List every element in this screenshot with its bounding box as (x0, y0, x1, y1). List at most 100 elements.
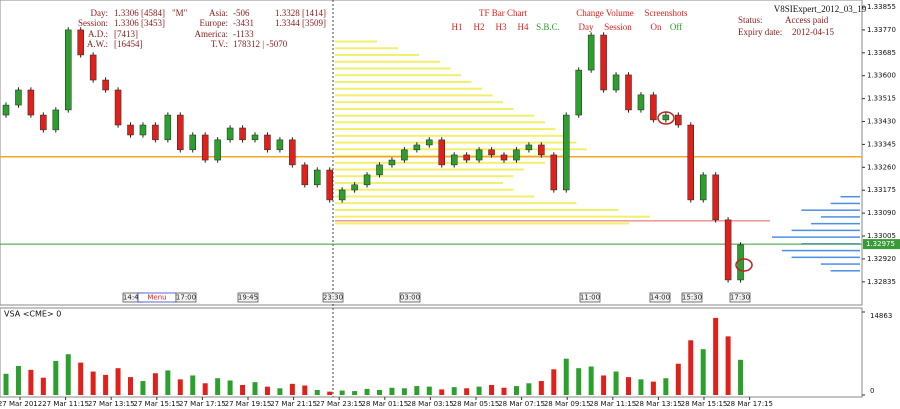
session-profile-bar (801, 209, 860, 211)
current-price-box (863, 239, 900, 250)
candle-body (475, 149, 483, 161)
candle-body (587, 34, 595, 71)
time-marker: 17:00 (176, 294, 196, 302)
x-tick-label: 28 Mar 03:15 (407, 400, 454, 408)
menu-option[interactable]: S.B.C. (536, 22, 560, 32)
menu-option[interactable]: Session (604, 22, 632, 32)
profile-bar (335, 80, 472, 83)
candle-body (251, 134, 259, 141)
volume-bar (352, 391, 358, 395)
candle-body (289, 139, 296, 166)
candle-body (575, 69, 582, 116)
time-marker: 17:30 (730, 294, 750, 302)
expiry-label: Expiry date: (738, 27, 782, 37)
volume-bar (489, 384, 495, 395)
volume-tick-label: 14863 (870, 312, 892, 320)
time-marker-box (175, 292, 197, 303)
volume-bar (115, 368, 121, 395)
candle-body (139, 124, 147, 136)
volume-bar (414, 386, 420, 395)
x-tick-label: 28 Mar 13:15 (635, 400, 682, 408)
info-label: A.W.: (87, 39, 108, 49)
x-tick-label: 28 Mar 11:15 (589, 400, 636, 408)
y-tick-label: 1.33345 (867, 140, 896, 148)
info-label: A.D.: (88, 29, 108, 39)
candle-body (388, 159, 396, 166)
session-profile-bar (791, 229, 860, 232)
candle-body (488, 149, 495, 156)
volume-title: VSA <CME> 0 (4, 310, 61, 319)
candle-body (612, 74, 620, 91)
candle-body (276, 139, 284, 151)
volume-bar (202, 383, 208, 395)
menu-option[interactable]: H2 (474, 22, 485, 32)
volume-bar (588, 366, 594, 395)
menu-title: TF Bar Chart (479, 8, 527, 18)
candle-body (314, 169, 321, 186)
time-marker: 15:30 (682, 294, 702, 302)
volume-bar (451, 387, 457, 395)
menu-option[interactable]: Day (579, 22, 594, 32)
candle-body (650, 94, 657, 121)
volume-bar (426, 386, 432, 395)
menu-option[interactable]: On (651, 22, 662, 32)
profile-bar (335, 47, 398, 50)
candle-body (127, 124, 134, 136)
volume-tick-label: 0 (870, 387, 874, 395)
candle-body (600, 34, 607, 91)
time-marker: 14:00 (650, 294, 670, 302)
candle-body (376, 164, 383, 176)
candle-body (102, 79, 109, 91)
candle-body (77, 29, 84, 56)
candle-body (15, 89, 22, 106)
menu-option[interactable]: H1 (452, 22, 463, 32)
volume-bar (3, 373, 9, 395)
time-marker: 19:45 (238, 294, 258, 302)
menu-title: Change Volume (576, 8, 633, 18)
volume-bar (476, 386, 482, 395)
region-value: -506 (233, 8, 250, 18)
candle-body (525, 144, 533, 151)
info-value: [7413] (114, 29, 138, 39)
y-tick-label: 1.33770 (867, 26, 896, 34)
session-profile-bar (820, 216, 860, 218)
profile-bar (335, 121, 545, 124)
y-tick-label: 1.33175 (867, 186, 896, 194)
candle-body (563, 114, 570, 191)
time-marker: 11:00 (580, 294, 600, 302)
candle-body (662, 114, 670, 121)
info-label: Day: (91, 8, 109, 18)
candle-body (637, 94, 645, 111)
profile-bar (335, 94, 493, 97)
time-marker-box (681, 292, 703, 303)
menu-option[interactable]: Off (670, 22, 682, 32)
candle-body (152, 124, 159, 141)
volume-bar (563, 358, 569, 395)
x-tick-label: 27 Mar 2012 (0, 400, 42, 408)
volume-bar (65, 354, 71, 395)
volume-bar (90, 371, 96, 395)
menu-button-label[interactable]: Menu (147, 294, 166, 302)
menu-option[interactable]: H4 (518, 22, 529, 32)
volume-bar (289, 383, 295, 395)
session-profile-bar (840, 195, 860, 198)
candle-body (625, 74, 632, 111)
menu-option[interactable]: H3 (496, 22, 507, 32)
region-price: 1.3328 [1414] (275, 8, 326, 18)
volume-bar (613, 371, 619, 395)
volume-bar (264, 386, 270, 395)
volume-bar (327, 391, 333, 395)
current-price-label: 1.32975 (866, 240, 895, 248)
y-tick-label: 1.32920 (867, 255, 896, 263)
volume-bar (190, 375, 196, 395)
candle-body (338, 189, 346, 201)
profile-bar (335, 188, 514, 191)
candle-body (2, 104, 10, 116)
candle-body (712, 174, 719, 221)
status-label: Status: (738, 15, 763, 25)
volume-bar (538, 381, 544, 395)
volume-bar (252, 382, 258, 395)
candle-body (699, 174, 707, 201)
candle-body (426, 139, 433, 146)
main-pane (0, 0, 863, 306)
